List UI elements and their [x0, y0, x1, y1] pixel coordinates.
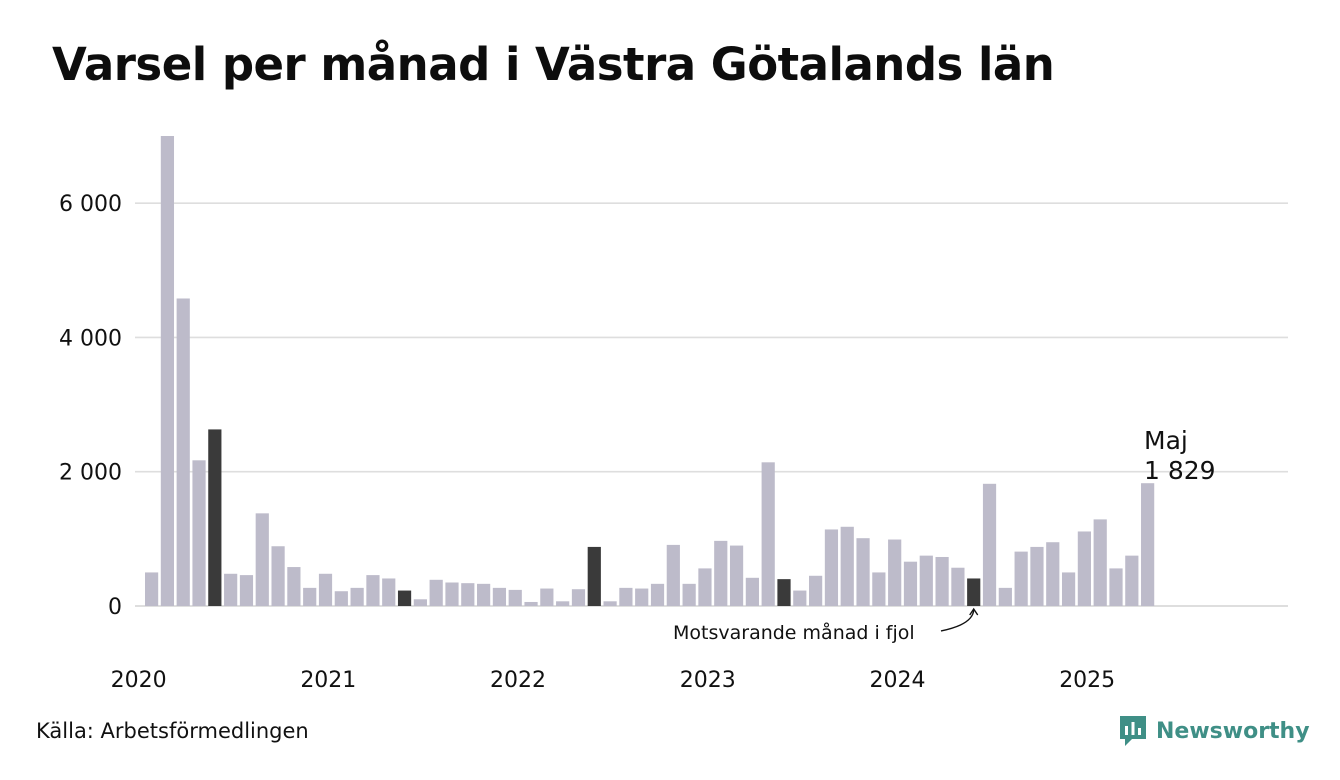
bar	[919, 555, 933, 606]
annotation-arrow	[940, 609, 975, 632]
x-tick-label: 2023	[680, 668, 736, 693]
y-tick-label: 2 000	[59, 461, 122, 486]
bar-same-month-previous-year	[777, 579, 791, 606]
bar	[635, 588, 649, 606]
bar	[145, 572, 159, 606]
previous-year-annotation: Motsvarande månad i fjol	[673, 621, 915, 644]
bar	[1014, 551, 1028, 606]
bar	[413, 599, 427, 606]
bar	[445, 582, 459, 606]
x-tick-label: 2025	[1059, 668, 1115, 693]
bar	[619, 587, 633, 606]
bar	[935, 556, 949, 606]
bar	[714, 540, 728, 606]
bar	[556, 601, 570, 606]
bar	[176, 298, 190, 606]
bar	[1109, 568, 1123, 606]
bar	[824, 529, 839, 606]
bar	[334, 591, 348, 606]
latest-month-label: Maj	[1144, 426, 1188, 455]
bar	[793, 590, 807, 606]
bar	[303, 587, 317, 606]
bar	[650, 583, 665, 606]
annotations: Motsvarande månad i fjol Maj 1 829	[673, 426, 1216, 644]
bar	[461, 583, 475, 606]
bar	[1093, 519, 1107, 606]
bar	[271, 546, 285, 606]
bar	[477, 583, 491, 606]
x-axis-ticks: 2020 2021 2022 2023 2024 2025	[111, 668, 1116, 693]
latest-value-label: 1 829	[1144, 456, 1216, 485]
bar	[492, 587, 507, 606]
bar	[998, 587, 1012, 606]
bar	[224, 573, 238, 606]
chart-title: Varsel per månad i Västra Götalands län	[52, 38, 1055, 91]
bar	[287, 567, 301, 606]
bar	[698, 568, 712, 606]
bar	[239, 575, 254, 606]
x-tick-label: 2024	[869, 668, 925, 693]
bar	[508, 589, 522, 606]
bar	[729, 545, 744, 606]
bar	[192, 460, 206, 606]
bar	[366, 575, 380, 606]
bar	[903, 561, 918, 606]
bar-same-month-previous-year	[397, 590, 412, 606]
bar-same-month-previous-year	[208, 429, 222, 606]
bar	[1046, 542, 1060, 606]
y-tick-label: 6 000	[59, 192, 122, 217]
newsworthy-logo[interactable]: Newsworthy	[1118, 714, 1310, 748]
bar	[160, 136, 175, 606]
bar	[429, 579, 443, 606]
y-tick-label: 4 000	[59, 326, 122, 351]
bar	[350, 587, 364, 606]
bar	[840, 526, 854, 606]
bar	[255, 513, 269, 606]
bar	[524, 601, 538, 606]
bars	[145, 136, 1155, 606]
newsworthy-logo-icon	[1120, 716, 1146, 746]
bar	[982, 483, 997, 606]
bar	[1125, 555, 1139, 606]
bar	[856, 538, 870, 606]
bar	[540, 588, 554, 606]
bar	[1061, 572, 1076, 606]
annotation-arrowhead	[969, 607, 979, 616]
y-axis-ticks: 0 2 000 4 000 6 000	[59, 192, 122, 620]
bar-same-month-previous-year	[587, 546, 601, 606]
x-tick-label: 2020	[111, 668, 167, 693]
newsworthy-logo-text: Newsworthy	[1156, 718, 1310, 744]
bar	[888, 539, 902, 606]
bar	[666, 544, 680, 606]
source-note: Källa: Arbetsförmedlingen	[36, 719, 309, 743]
bar	[571, 589, 586, 606]
bar	[682, 583, 696, 606]
bar	[1141, 483, 1155, 606]
bar	[1077, 531, 1091, 606]
bar	[745, 577, 759, 606]
bar	[382, 578, 396, 606]
bar	[872, 572, 886, 606]
bar	[761, 462, 775, 606]
bar	[1030, 546, 1044, 606]
bar	[951, 567, 965, 606]
bar	[318, 573, 333, 606]
bar-same-month-previous-year	[967, 578, 981, 606]
y-tick-label: 0	[108, 595, 122, 620]
bar	[603, 601, 617, 606]
x-tick-label: 2021	[300, 668, 356, 693]
x-tick-label: 2022	[490, 668, 546, 693]
bar	[809, 575, 823, 606]
grid-lines	[135, 202, 1288, 607]
